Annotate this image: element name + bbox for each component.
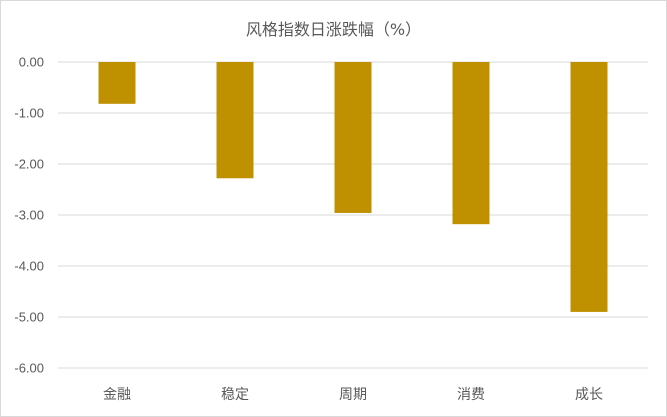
- bar-2: [216, 62, 254, 179]
- y-tick-label: -2.00: [14, 157, 44, 172]
- bar-4: [452, 62, 490, 225]
- category-label: 稳定: [221, 387, 249, 403]
- category-label: 周期: [339, 387, 367, 403]
- bar-3: [334, 62, 372, 213]
- y-tick-label: -5.00: [14, 310, 44, 325]
- bars: [98, 62, 608, 312]
- chart-title: 风格指数日涨跌幅（%）: [245, 20, 422, 39]
- x-axis-labels: 金融 稳定 周期 消费 成长: [103, 387, 603, 403]
- y-tick-label: -1.00: [14, 106, 44, 121]
- category-label: 金融: [103, 387, 131, 403]
- y-tick-label: -3.00: [14, 208, 44, 223]
- bar-1: [98, 62, 136, 104]
- y-tick-label: 0.00: [19, 55, 44, 70]
- y-tick-label: -4.00: [14, 259, 44, 274]
- category-label: 消费: [457, 387, 485, 403]
- bar-5: [570, 62, 608, 312]
- category-label: 成长: [575, 387, 603, 403]
- y-axis-ticks: 0.00 -1.00 -2.00 -3.00 -4.00 -5.00 -6.00: [14, 55, 44, 376]
- y-tick-label: -6.00: [14, 361, 44, 376]
